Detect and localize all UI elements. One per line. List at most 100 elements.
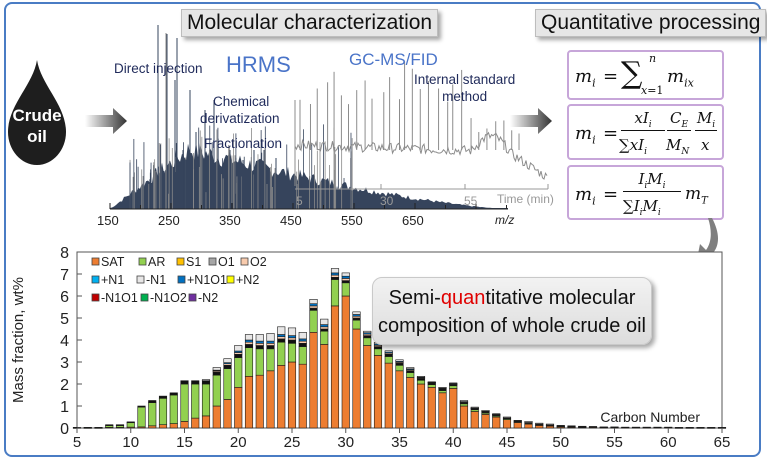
- bar-C39: [438, 387, 447, 429]
- bar-C52: [578, 425, 587, 429]
- bar-C31: [352, 311, 361, 429]
- bar-segment--N1O1: [642, 426, 651, 429]
- bar-segment--N1: [395, 359, 404, 362]
- bar-segment-AR: [244, 347, 254, 377]
- bar-C54: [599, 426, 608, 429]
- bar-segment--N1O1: [717, 427, 727, 429]
- bar-segment-+N1O1: [244, 339, 254, 343]
- bar-segment--N1: [524, 421, 533, 423]
- right-arrow-icon: [510, 108, 552, 134]
- legend-item--N1O2: -N1O2: [140, 291, 187, 305]
- bar-segment--N1: [556, 425, 565, 427]
- internal-standard-line1: Internal standard: [414, 72, 516, 87]
- bar-segment-AR: [395, 365, 404, 372]
- bar-segment-AR: [126, 422, 135, 428]
- bar-segment-SAT: [223, 399, 232, 429]
- bar-segment-AR: [169, 394, 178, 424]
- bar-segment-+N1O1: [287, 335, 297, 339]
- bar-segment--N1: [578, 425, 587, 428]
- bar-C7: [94, 427, 103, 429]
- bar-segment--N1: [481, 410, 490, 412]
- bar-C25: [287, 327, 297, 429]
- legend-item-AR: AR: [138, 255, 165, 269]
- y-tick-label: 8: [60, 245, 69, 262]
- legend-label: O2: [250, 255, 267, 269]
- bar-segment--N1O1: [244, 344, 254, 349]
- bar-segment--N1: [449, 382, 458, 384]
- x-tick-label: 20: [230, 434, 247, 451]
- legend-label: O1: [218, 255, 235, 269]
- y-tick-label: 6: [60, 289, 69, 306]
- bar-segment-SAT: [148, 425, 157, 429]
- crude-oil-drop-icon: [8, 60, 66, 165]
- bar-segment--N1O1: [664, 426, 673, 429]
- bar-segment--N1O1: [266, 345, 275, 350]
- direct-injection-label: Direct injection: [114, 61, 203, 76]
- bar-segment--N1: [535, 422, 544, 425]
- chemical-label: Chemical: [213, 94, 270, 109]
- bar-segment--N1O1: [148, 400, 157, 403]
- bar-segment-+N1O1: [320, 324, 329, 328]
- bar-segment-AR: [320, 330, 329, 345]
- x-tick-label: 5: [73, 434, 81, 451]
- bar-C28: [320, 318, 329, 429]
- legend-label: S1: [186, 255, 201, 269]
- bar-C41: [459, 400, 469, 429]
- bar-segment--N1: [459, 400, 469, 402]
- bar-segment--N1O1: [277, 338, 286, 343]
- bar-segment-O2: [309, 305, 318, 309]
- bar-segment--N1O1: [191, 380, 200, 385]
- bar-segment--N1O1: [621, 426, 630, 429]
- quantitative-processing-title: Quantitative processing: [535, 9, 767, 37]
- y-axis-label: Mass fraction, wt%: [10, 277, 27, 403]
- bar-segment-O2: [341, 278, 350, 281]
- bar-C27: [309, 298, 318, 429]
- bar-C15: [180, 380, 189, 429]
- bar-segment-SAT: [341, 295, 350, 429]
- bar-segment-SAT: [406, 377, 415, 429]
- legend-swatch: [226, 275, 235, 284]
- spectra-graphic: 5 30 55: [109, 25, 549, 210]
- gc-tick-label: 30: [380, 194, 394, 208]
- hrms-label: HRMS: [226, 52, 291, 77]
- x-axis-label: Carbon Number: [600, 409, 700, 425]
- bar-segment--N1O1: [126, 421, 135, 424]
- bar-segment--N1O1: [653, 426, 662, 429]
- bar-segment-AR: [191, 383, 200, 419]
- bar-segment--N1O1: [384, 354, 393, 357]
- bar-C58: [642, 426, 651, 429]
- bar-segment-AR: [255, 348, 264, 376]
- bar-C44: [492, 413, 501, 429]
- crude-oil-line2: oil: [27, 127, 47, 146]
- bar-segment-O2: [298, 340, 307, 344]
- bar-segment--N1: [384, 350, 393, 353]
- bar-segment-AR: [406, 372, 415, 378]
- legend-swatch: [91, 293, 100, 302]
- bar-segment--N1O1: [685, 427, 694, 429]
- legend-item-O2: O2: [240, 255, 267, 269]
- bar-segment--N1O1: [201, 380, 211, 385]
- gc-tick-label: 5: [296, 194, 303, 208]
- legend-item-+N1: +N1: [91, 273, 124, 287]
- bar-segment--N1O1: [363, 335, 372, 339]
- hrms-envelope: [110, 140, 508, 209]
- bar-segment-AR: [309, 310, 318, 333]
- bar-segment--N1: [470, 406, 479, 409]
- y-tick-label: 3: [60, 355, 69, 372]
- bar-segment--N1O1: [298, 343, 307, 347]
- bar-segment-SAT: [158, 424, 168, 429]
- legend-item-S1: S1: [176, 255, 201, 269]
- bar-segment-SAT: [363, 345, 372, 429]
- bar-C45: [502, 416, 512, 429]
- sum-equation: mi = ∑ n x=1 mix: [567, 50, 724, 100]
- bar-segment--N1O1: [105, 424, 114, 426]
- bar-segment-O2: [287, 337, 297, 341]
- legend-item-SAT: SAT: [91, 255, 125, 269]
- molecular-characterization-title: Molecular characterization: [181, 9, 439, 37]
- bar-segment-+N1O1: [255, 340, 264, 344]
- bar-segment-+N1O1: [266, 340, 275, 344]
- bar-segment-AR: [416, 379, 426, 385]
- ms-tick-label: 450: [280, 213, 302, 228]
- bar-segment-SAT: [470, 411, 479, 429]
- bar-segment-SAT: [352, 328, 361, 429]
